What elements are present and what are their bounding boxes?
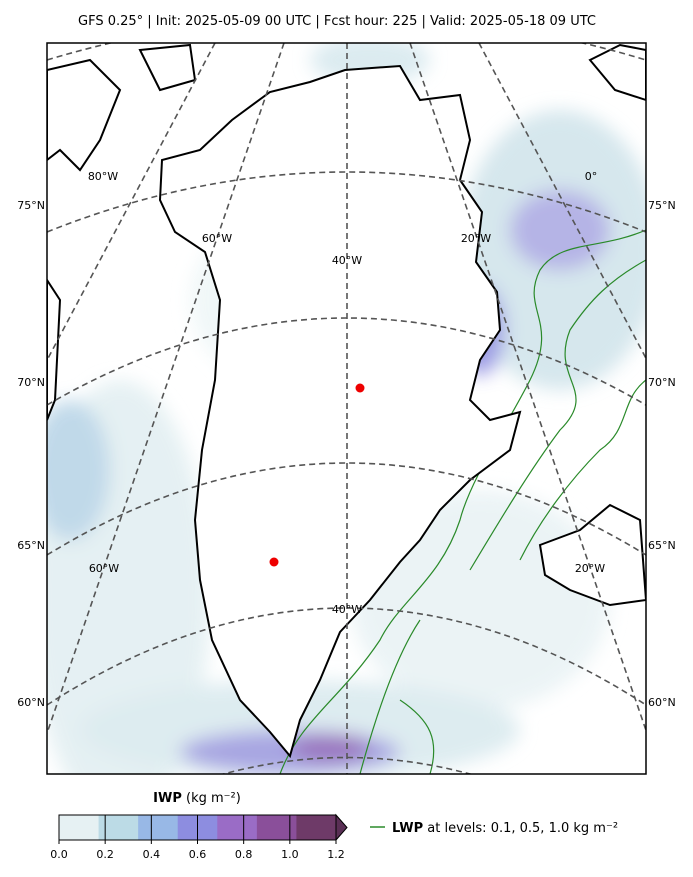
lon-label: 20°W [461,232,491,245]
map-frame [46,42,647,775]
marker [355,383,365,393]
colorbar: 0.0 0.2 0.4 0.6 0.8 1.0 1.2 [50,813,348,861]
colorbar-extend [335,813,348,842]
lat-label: 70°N [648,376,676,389]
lon-label: 80°W [88,170,118,183]
lat-label: 70°N [17,376,45,389]
lon-label: 60°W [89,562,119,575]
colorbar-segment [59,815,100,840]
legend-bold: LWP [392,821,423,836]
lon-label: 40°W [332,603,362,616]
colorbar-tick-label: 0.8 [235,848,253,861]
colorbar-segment [256,815,297,840]
legend-label: LWP at levels: 0.1, 0.5, 1.0 kg m⁻² [392,821,618,836]
lat-label: 60°N [648,696,676,709]
colorbar-segment [98,815,139,840]
colorbar-tick-label: 0.6 [189,848,207,861]
lat-label: 60°N [17,696,45,709]
lon-label: 60°W [202,232,232,245]
lon-label: 0° [585,170,598,183]
colorbar-segment [296,815,337,840]
colorbar-segment [217,815,258,840]
colorbar-tick-label: 0.2 [96,848,114,861]
lon-label: 40°W [332,254,362,267]
lat-label: 75°N [648,199,676,212]
graticule [47,43,646,774]
colorbar-tick-label: 0.4 [143,848,161,861]
map-labels: 75°N 70°N 65°N 60°N 75°N 70°N 65°N 60°N 80°W 0° 60… [17,170,675,709]
lat-label: 65°N [17,539,45,552]
colorbar-tick-label: 1.0 [281,848,299,861]
colorbar-title-unit: (kg m⁻²) [186,791,241,806]
lon-label: 20°W [575,562,605,575]
legend: LWP at levels: 0.1, 0.5, 1.0 kg m⁻² [370,821,618,836]
colorbar-tick-label: 1.2 [327,848,345,861]
colorbar-segment [138,815,179,840]
colorbar-title: IWP (kg m⁻²) [153,791,241,806]
map [47,43,646,774]
marker [269,557,279,567]
lat-label: 75°N [17,199,45,212]
colorbar-title-bold: IWP [153,791,182,806]
lat-label: 65°N [648,539,676,552]
legend-text: at levels: 0.1, 0.5, 1.0 kg m⁻² [427,821,618,836]
coastlines [47,43,646,759]
title: GFS 0.25° | Init: 2025-05-09 00 UTC | Fc… [78,14,596,29]
colorbar-tick-label: 0.0 [50,848,68,861]
